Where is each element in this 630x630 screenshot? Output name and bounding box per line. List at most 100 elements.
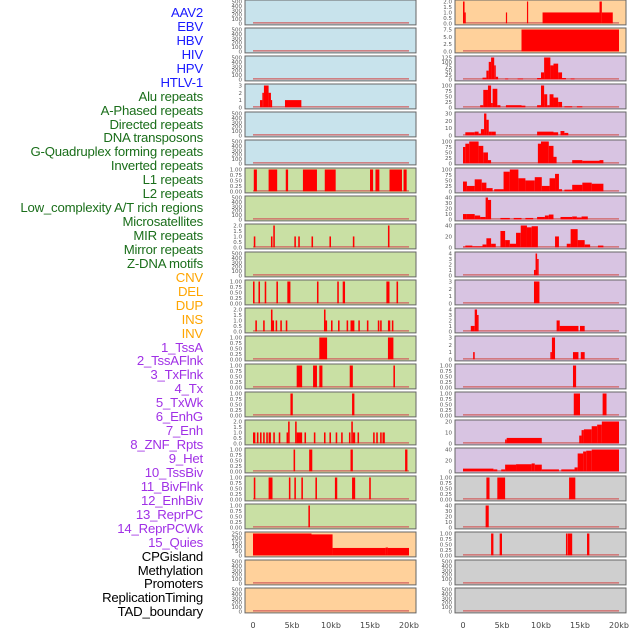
signal-bar bbox=[565, 533, 568, 556]
signal-bar bbox=[494, 65, 496, 80]
y-tick-label: 100 bbox=[232, 17, 243, 23]
signal-bar bbox=[497, 105, 501, 108]
panel-background bbox=[454, 335, 627, 362]
signal-bar bbox=[525, 217, 534, 220]
y-tick-label: 300 bbox=[442, 596, 453, 602]
signal-bar bbox=[315, 477, 317, 500]
signal-bar bbox=[533, 269, 536, 276]
y-tick-label: 500 bbox=[232, 560, 243, 566]
y-tick-label: 300 bbox=[232, 36, 243, 42]
signal-bar bbox=[405, 449, 408, 472]
signal-bar bbox=[581, 430, 584, 444]
signal-bar bbox=[567, 533, 573, 556]
signal-bar bbox=[480, 216, 486, 220]
y-tick-label: 0.50 bbox=[230, 486, 243, 492]
signal-bar bbox=[478, 145, 484, 164]
signal-bar bbox=[505, 240, 510, 248]
y-tick-label: 0.5 bbox=[233, 324, 242, 330]
y-tick-label: 1.00 bbox=[230, 336, 243, 342]
y-tick-label: 0.75 bbox=[440, 481, 453, 487]
signal-bar bbox=[253, 169, 257, 192]
y-tick-label: 100 bbox=[232, 129, 243, 135]
panel-background bbox=[244, 559, 417, 586]
signal-bar bbox=[537, 131, 554, 136]
signal-bar bbox=[253, 236, 256, 248]
signal-bar bbox=[262, 92, 264, 108]
signal-bar bbox=[258, 281, 261, 304]
signal-bar bbox=[369, 477, 371, 500]
y-tick-label: 0.50 bbox=[440, 402, 453, 408]
signal-bar bbox=[551, 337, 556, 360]
signal-bar bbox=[387, 320, 391, 332]
y-tick-label: 50 bbox=[445, 69, 452, 75]
y-tick-label: 0.75 bbox=[230, 481, 243, 487]
panel-background bbox=[454, 251, 627, 278]
panel-background bbox=[244, 279, 417, 306]
y-tick-label: 0 bbox=[449, 441, 453, 447]
panel-background bbox=[454, 55, 627, 82]
signal-bar bbox=[296, 432, 303, 444]
signal-bar bbox=[570, 78, 575, 80]
y-tick-label: 0 bbox=[449, 609, 453, 615]
signal-bar bbox=[486, 70, 489, 80]
signal-bar bbox=[491, 533, 494, 556]
signal-bar bbox=[302, 169, 317, 192]
y-tick-label: 1 bbox=[449, 268, 453, 274]
y-tick-label: 0 bbox=[449, 525, 453, 531]
y-tick-label: 0.75 bbox=[440, 397, 453, 403]
track-label: CPGisland bbox=[141, 548, 203, 564]
y-tick-label: 1 bbox=[239, 98, 243, 104]
signal-bar bbox=[268, 432, 271, 444]
signal-bar bbox=[491, 103, 493, 108]
y-tick-label: 0.50 bbox=[440, 374, 453, 380]
y-tick-label: 200 bbox=[232, 265, 243, 271]
signal-bar bbox=[491, 243, 496, 248]
y-tick-label: 2 bbox=[239, 91, 243, 97]
signal-bar bbox=[581, 216, 588, 220]
signal-bar bbox=[505, 105, 522, 108]
y-tick-label: 100 bbox=[442, 168, 453, 174]
y-tick-label: 10 bbox=[445, 126, 452, 132]
track-panel: 0.000.250.500.751.00 bbox=[230, 391, 417, 419]
signal-bar bbox=[470, 325, 475, 332]
y-tick-label: 0.00 bbox=[230, 413, 243, 419]
panel-background bbox=[244, 55, 417, 82]
signal-bar bbox=[493, 469, 498, 472]
panel-background bbox=[454, 83, 627, 110]
y-tick-label: 0.75 bbox=[230, 509, 243, 515]
y-tick-label: 500 bbox=[232, 0, 243, 6]
y-tick-label: 100 bbox=[232, 605, 243, 611]
y-tick-label: 0 bbox=[239, 161, 243, 167]
signal-bar bbox=[591, 183, 600, 192]
track-label: 13_ReprPC bbox=[135, 506, 203, 522]
signal-bar bbox=[537, 258, 539, 276]
signal-bar bbox=[349, 365, 353, 388]
signal-bar bbox=[541, 85, 545, 108]
signal-bar bbox=[505, 78, 509, 80]
signal-bar bbox=[387, 225, 390, 248]
signal-bar bbox=[482, 77, 487, 80]
track-label: 10_TssBiv bbox=[144, 464, 204, 480]
signal-bar bbox=[485, 505, 489, 528]
signal-bar bbox=[285, 169, 289, 192]
y-tick-label: 1.0 bbox=[233, 318, 242, 324]
y-tick-label: 75 bbox=[445, 89, 452, 95]
signal-bar bbox=[509, 169, 519, 192]
signal-bar bbox=[463, 146, 466, 164]
y-tick-label: 0 bbox=[449, 77, 453, 83]
track-panel: 0.000.250.500.751.00 bbox=[230, 335, 417, 363]
signal-bar bbox=[482, 244, 487, 248]
track-label: HIV bbox=[181, 46, 204, 62]
y-tick-label: 2.0 bbox=[233, 224, 242, 230]
signal-bar bbox=[574, 467, 578, 472]
signal-bar bbox=[547, 105, 550, 108]
signal-bar bbox=[518, 178, 526, 192]
signal-bar bbox=[473, 352, 475, 360]
signal-bar bbox=[486, 119, 489, 136]
signal-bar bbox=[544, 215, 549, 220]
track-label: Directed repeats bbox=[109, 116, 203, 132]
